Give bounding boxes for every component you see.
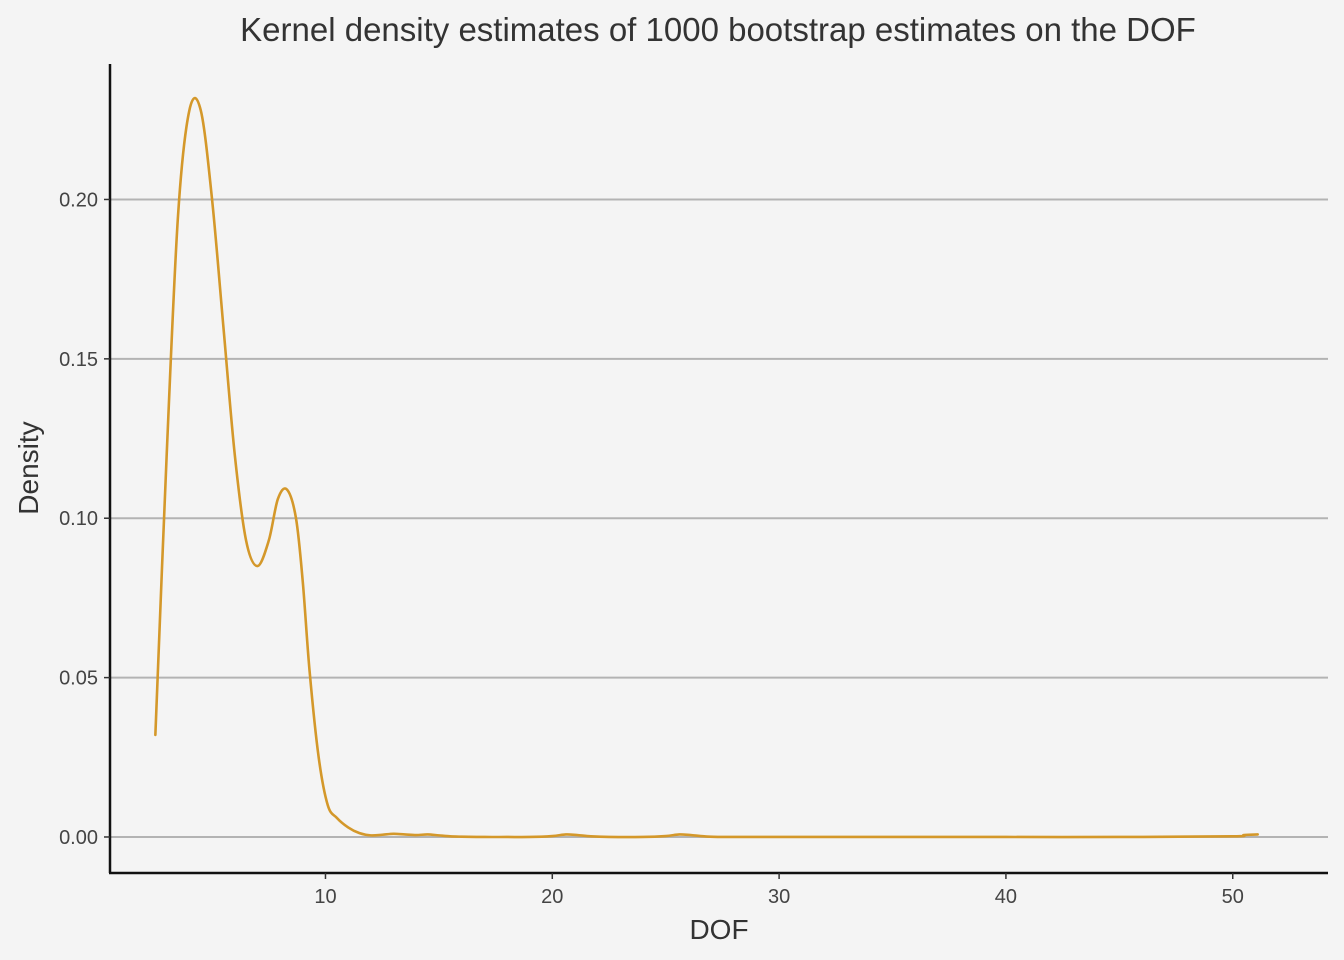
y-tick-label: 0.05: [59, 668, 98, 690]
y-axis-title: Density: [13, 421, 44, 514]
x-tick-label: 50: [1222, 886, 1244, 908]
x-tick-label: 40: [995, 886, 1017, 908]
y-axis-ticks: 0.00 0.05 0.10 0.15 0.20: [59, 189, 110, 849]
chart-title: Kernel density estimates of 1000 bootstr…: [240, 11, 1196, 48]
y-tick-label: 0.00: [59, 827, 98, 849]
x-axis-ticks: 10 20 30 40 50: [314, 873, 1244, 908]
x-tick-label: 30: [768, 886, 790, 908]
density-curve: [154, 96, 1259, 839]
y-tick-label: 0.10: [59, 508, 98, 530]
y-tick-label: 0.20: [59, 189, 98, 211]
y-tick-label: 0.15: [59, 349, 98, 371]
x-tick-label: 20: [541, 886, 563, 908]
x-tick-label: 10: [314, 886, 336, 908]
x-axis-title: DOF: [689, 914, 748, 945]
